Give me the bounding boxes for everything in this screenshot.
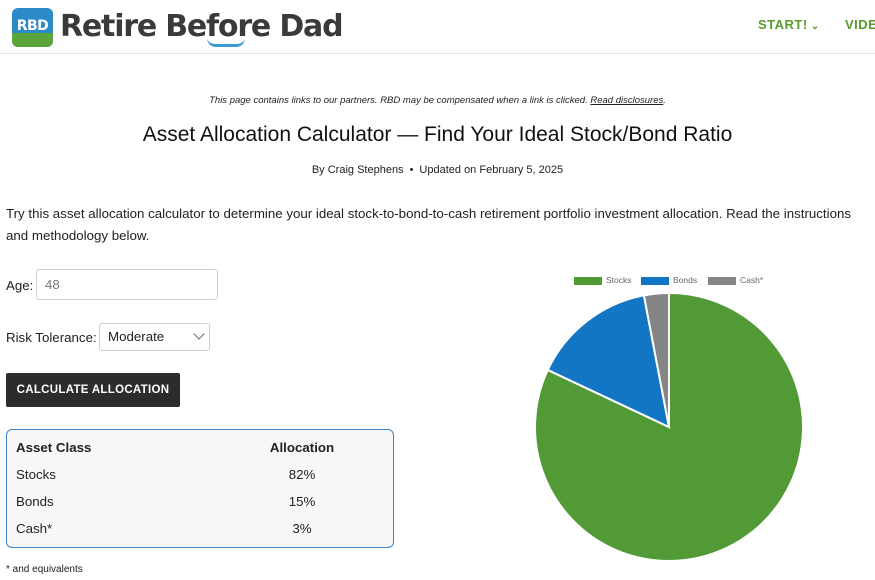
risk-tolerance-label: Risk Tolerance:: [6, 330, 97, 345]
table-cell-allocation: 82%: [288, 467, 316, 482]
chevron-down-icon: [193, 328, 205, 340]
legend-label-cash: Cash*: [740, 275, 764, 285]
updated-date: Updated on February 5, 2025: [419, 164, 564, 176]
table-header-allocation: Allocation: [269, 440, 335, 455]
risk-tolerance-value: Moderate: [108, 329, 165, 344]
legend-swatch-bonds: [641, 276, 669, 285]
logo-grass: [12, 33, 53, 47]
table-header-asset-class: Asset Class: [16, 440, 92, 455]
site-logo-text[interactable]: Retire Before Dad: [60, 9, 344, 44]
risk-tolerance-select[interactable]: Moderate: [99, 323, 210, 351]
legend-label-bonds: Bonds: [673, 275, 698, 285]
legend-item-bonds[interactable]: Bonds: [641, 275, 697, 285]
pie-slice-cash[interactable]: [642, 291, 670, 428]
disclosure-link[interactable]: Read disclosures: [590, 95, 664, 106]
legend-label-stocks: Stocks: [606, 275, 632, 285]
nav-start-label: START!: [758, 17, 808, 32]
logo-badge[interactable]: RBD: [12, 8, 53, 47]
age-input[interactable]: [36, 269, 218, 300]
legend-swatch-stocks: [574, 276, 602, 285]
table-cell-asset: Cash*: [16, 521, 53, 536]
nav-video-label: VIDE: [845, 17, 875, 32]
page-title: Asset Allocation Calculator — Find Your …: [142, 123, 733, 146]
legend-item-cash[interactable]: Cash*: [708, 275, 763, 285]
logo-swoosh: [207, 38, 245, 47]
author[interactable]: By Craig Stephens: [311, 164, 404, 176]
table-cell-asset: Bonds: [16, 494, 54, 509]
intro-paragraph: Try this asset allocation calculator to …: [6, 206, 852, 243]
calculate-allocation-button[interactable]: Calculate Allocation: [6, 373, 180, 407]
table-cell-allocation: 15%: [288, 494, 316, 509]
pie-svg: [534, 291, 804, 562]
nav-start[interactable]: START! ⌄: [758, 17, 820, 32]
table-cell-asset: Stocks: [16, 467, 56, 482]
disclosure-text: This page contains links to our partners…: [209, 95, 588, 106]
disclosure-suffix: .: [663, 95, 666, 106]
legend-item-stocks[interactable]: Stocks: [574, 275, 632, 285]
legend-swatch-cash: [708, 276, 736, 285]
chevron-down-icon: ⌄: [810, 21, 820, 32]
pie-slice-bonds[interactable]: [546, 294, 671, 429]
partner-disclosure: This page contains links to our partners…: [0, 95, 875, 106]
logo-badge-text: RBD: [16, 18, 49, 34]
nav-video[interactable]: VIDE: [845, 17, 875, 32]
byline: By Craig Stephens • Updated on February 5,…: [0, 164, 875, 176]
byline-separator: •: [409, 164, 414, 176]
age-label: Age:: [6, 278, 34, 293]
allocation-pie-chart: Stocks Bonds Cash*: [525, 265, 815, 565]
allocation-table: Asset Class Allocation Stocks 82% Bonds …: [6, 429, 394, 548]
table-footnote: * and equivalents: [6, 564, 83, 575]
table-cell-allocation: 3%: [292, 521, 312, 536]
site-header: RBD Retire Before Dad START! ⌄ VIDE: [0, 0, 875, 54]
